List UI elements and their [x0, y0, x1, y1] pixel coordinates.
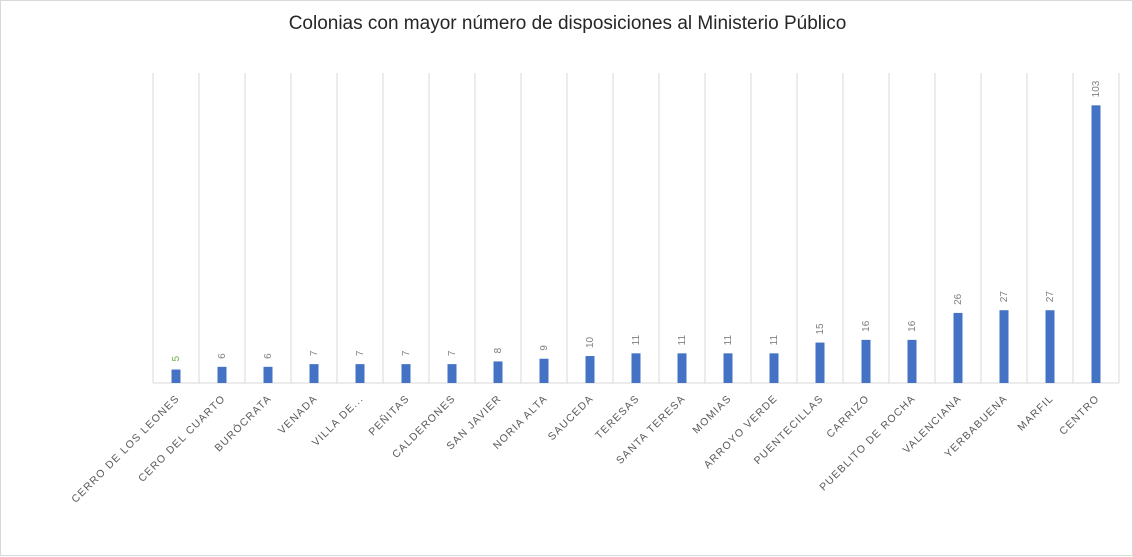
data-label: 11 — [631, 335, 642, 346]
data-label: 5 — [171, 356, 182, 362]
bar — [907, 339, 917, 383]
bar — [447, 364, 457, 383]
data-label: 9 — [539, 345, 550, 351]
bar — [1045, 310, 1055, 383]
tick-label: TERESAS — [593, 393, 642, 442]
tick-label: VENADA — [276, 393, 320, 437]
data-label: 16 — [907, 320, 918, 332]
data-label: 7 — [401, 350, 412, 356]
bar — [1091, 105, 1101, 383]
tick-label: PUEBLITO DE ROCHA — [817, 393, 918, 494]
bar — [723, 353, 733, 383]
bar — [401, 364, 411, 383]
data-label: 6 — [263, 353, 274, 359]
tick-label: MOMIAS — [690, 393, 734, 437]
data-label: 7 — [309, 350, 320, 356]
tick-label: CARRIZO — [824, 393, 872, 441]
tick-label: PEÑITAS — [366, 392, 412, 438]
data-label: 6 — [217, 353, 228, 359]
bar — [953, 312, 963, 383]
data-label: 27 — [999, 291, 1010, 303]
data-label: 8 — [493, 347, 504, 353]
bar — [263, 366, 273, 383]
data-label: 7 — [447, 350, 458, 356]
bar — [217, 366, 227, 383]
data-label: 11 — [723, 335, 734, 346]
data-label: 10 — [585, 336, 596, 348]
bar — [999, 310, 1009, 383]
data-label: 11 — [677, 335, 688, 346]
data-label: 26 — [953, 293, 964, 305]
bar — [539, 358, 549, 383]
chart-title: Colonias con mayor número de disposicion… — [288, 13, 847, 34]
data-label: 11 — [769, 335, 780, 346]
bar — [171, 369, 181, 383]
bar — [493, 361, 503, 383]
bar — [309, 364, 319, 383]
bar — [677, 353, 687, 383]
data-label: 7 — [355, 350, 366, 356]
data-label: 15 — [815, 323, 826, 335]
bar — [769, 353, 779, 383]
bar — [585, 356, 595, 383]
bar — [355, 364, 365, 383]
bar — [861, 339, 871, 383]
data-label: 16 — [861, 320, 872, 332]
tick-label: CENTRO — [1057, 393, 1102, 438]
bar — [631, 353, 641, 383]
tick-label: SAUCEDA — [546, 393, 596, 443]
data-label: 27 — [1045, 291, 1056, 303]
bar — [815, 342, 825, 383]
tick-label: MARFIL — [1015, 393, 1056, 434]
tick-label: CERO DEL CUARTO — [136, 393, 228, 485]
data-label: 103 — [1091, 80, 1102, 97]
